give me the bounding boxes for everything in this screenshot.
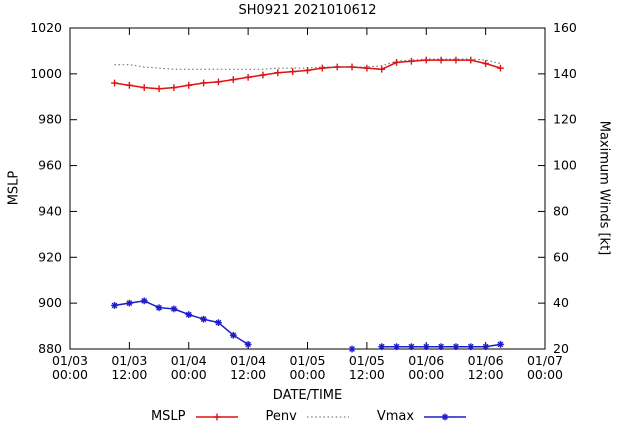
svg-text:40: 40 [553,295,569,310]
svg-text:100: 100 [553,158,577,173]
x-axis-label: DATE/TIME [272,388,343,403]
svg-text:01/04: 01/04 [171,353,207,368]
svg-text:900: 900 [38,295,62,310]
svg-text:01/05: 01/05 [349,353,385,368]
svg-text:1020: 1020 [30,20,62,35]
svg-text:01/03: 01/03 [111,353,147,368]
svg-text:01/05: 01/05 [289,353,325,368]
vmax-line-sample-icon [424,413,467,420]
svg-text:00:00: 00:00 [289,367,325,382]
svg-text:12:00: 12:00 [468,367,504,382]
legend-label-mslp: MSLP [150,409,186,424]
svg-text:12:00: 12:00 [230,367,266,382]
svg-text:20: 20 [553,341,569,356]
svg-text:12:00: 12:00 [111,367,147,382]
legend-item-penv: Penv [266,409,351,424]
svg-text:160: 160 [553,20,577,35]
chart-title: SH0921 2021010612 [238,3,377,18]
svg-text:980: 980 [38,112,62,127]
svg-text:01/06: 01/06 [408,353,444,368]
legend-item-mslp: MSLP [151,409,240,424]
penv-line-sample-icon [306,416,349,417]
mslp-line-sample-icon [195,413,238,420]
svg-text:960: 960 [38,158,62,173]
legend: MSLP Penv Vmax [0,409,619,424]
svg-text:60: 60 [553,249,569,264]
svg-text:920: 920 [38,249,62,264]
svg-text:00:00: 00:00 [171,367,207,382]
svg-text:1000: 1000 [30,66,62,81]
svg-text:01/07: 01/07 [527,353,563,368]
svg-text:940: 940 [38,203,62,218]
svg-text:01/06: 01/06 [468,353,504,368]
svg-text:00:00: 00:00 [52,367,88,382]
svg-text:00:00: 00:00 [408,367,444,382]
svg-text:12:00: 12:00 [349,367,385,382]
legend-item-vmax: Vmax [377,409,468,424]
svg-text:140: 140 [553,66,577,81]
svg-text:120: 120 [553,112,577,127]
svg-text:80: 80 [553,203,569,218]
svg-text:01/04: 01/04 [230,353,266,368]
svg-text:00:00: 00:00 [527,367,563,382]
svg-text:01/03: 01/03 [52,353,88,368]
legend-label-penv: Penv [265,409,297,424]
legend-label-vmax: Vmax [376,409,415,424]
svg-text:880: 880 [38,341,62,356]
